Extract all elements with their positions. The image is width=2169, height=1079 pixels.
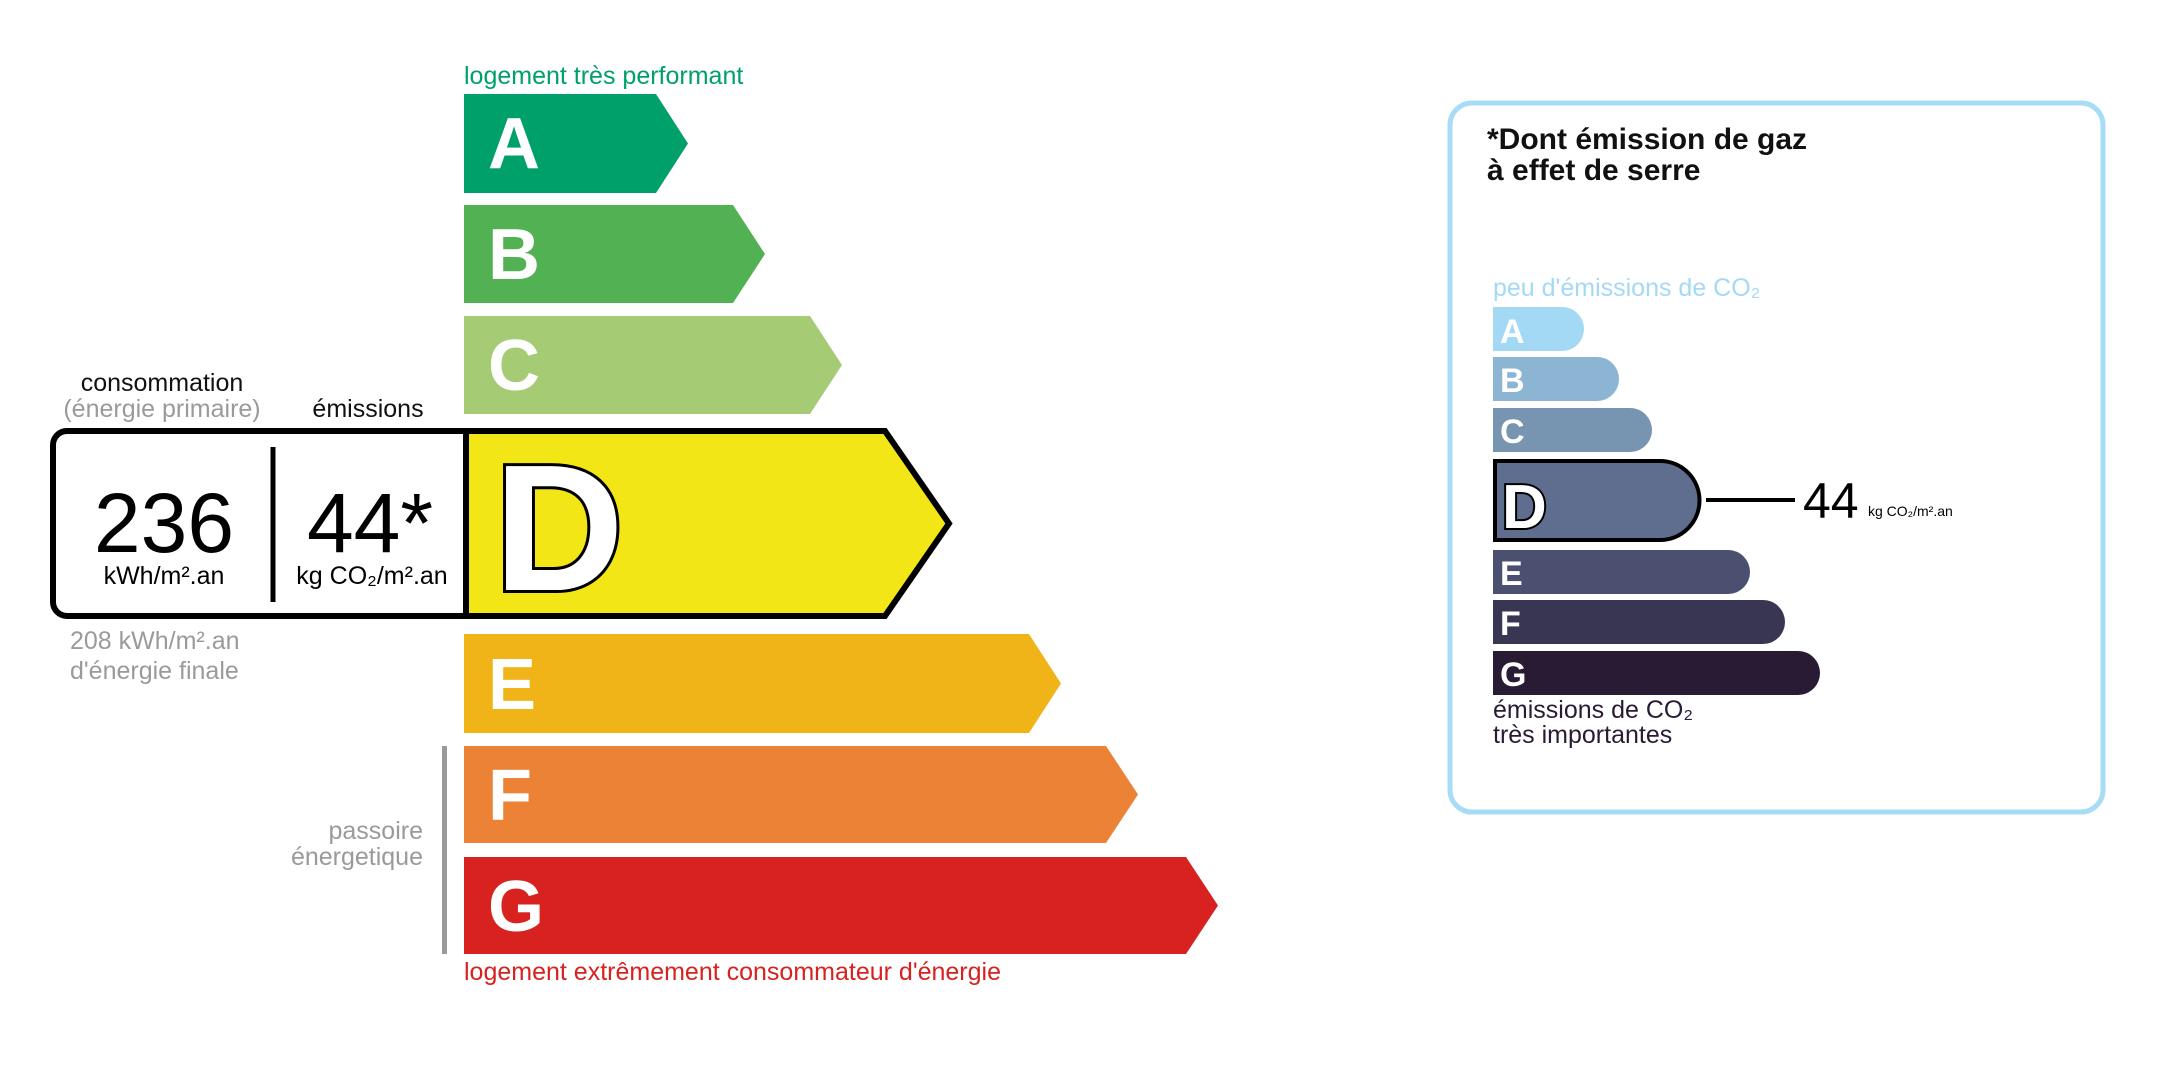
energy-bar-a: [464, 94, 688, 193]
current-ges-class: D 44 kg CO₂/m².an: [1493, 459, 1953, 544]
ges-bar-g: [1493, 651, 1820, 695]
passoire-label-1: passoire: [329, 817, 424, 845]
energy-letter-f: F: [488, 756, 532, 836]
energy-bar-e: [464, 634, 1061, 733]
ges-bar-f: [1493, 600, 1785, 644]
emissions-value: 44*: [307, 476, 433, 570]
final-energy-label: d'énergie finale: [70, 657, 239, 685]
energy-letter-c: C: [488, 326, 540, 406]
energy-bar-f: [464, 746, 1138, 843]
energy-letter-b: B: [488, 215, 540, 295]
ges-bar-a: [1493, 307, 1584, 351]
energy-letter-d: D: [494, 428, 624, 629]
ges-top-label: peu d'émissions de CO₂: [1493, 274, 1760, 302]
energy-bar-d: [463, 428, 953, 619]
ges-letter-d: D: [1502, 473, 1547, 542]
ges-bottom-label-2: très importantes: [1493, 721, 1672, 749]
ges-bar-d: [1493, 459, 1702, 542]
ges-bar-c: [1493, 408, 1652, 452]
consumption-label: consommation: [81, 369, 244, 397]
ges-bar-e: [1493, 550, 1750, 594]
consumption-value: 236: [94, 476, 234, 570]
emissions-label: émissions: [312, 395, 423, 423]
ges-bar-b: [1493, 357, 1619, 401]
energy-letter-g: G: [488, 867, 544, 947]
energy-top-label: logement très performant: [464, 62, 743, 90]
ges-panel: *Dont émission de gaz à effet de serre p…: [1447, 100, 2106, 815]
energy-bar-g: [464, 857, 1218, 954]
ges-letter-g: G: [1500, 656, 1526, 694]
final-energy-value: 208 kWh/m².an: [70, 627, 240, 655]
ges-title-2: à effet de serre: [1487, 154, 1700, 187]
ges-letter-f: F: [1500, 605, 1521, 643]
emissions-unit: kg CO₂/m².an: [296, 562, 447, 590]
passoire-label-2: énergetique: [291, 843, 423, 871]
energy-letter-a: A: [488, 104, 540, 184]
consumption-sublabel: (énergie primaire): [63, 395, 260, 423]
energy-bar-b: [464, 205, 765, 303]
ges-value: 44: [1803, 473, 1859, 529]
ges-letter-a: A: [1500, 313, 1525, 351]
ges-letter-c: C: [1500, 413, 1525, 451]
ges-letter-e: E: [1500, 555, 1523, 593]
energy-letter-e: E: [488, 645, 536, 725]
ges-bottom-label-1: émissions de CO₂: [1493, 696, 1693, 724]
ges-letter-b: B: [1500, 362, 1525, 400]
current-energy-class: 236 kWh/m².an 44* kg CO₂/m².an D: [50, 425, 953, 632]
energy-bottom-label: logement extrêmement consommateur d'éner…: [464, 958, 1001, 986]
consumption-unit: kWh/m².an: [104, 562, 225, 590]
energy-bar-c: [464, 316, 842, 414]
energy-scale: logement très performant A B C consommat…: [50, 62, 1218, 986]
ges-title-1: *Dont émission de gaz: [1487, 123, 1807, 156]
passoire-bracket: [442, 746, 447, 954]
ges-unit: kg CO₂/m².an: [1868, 503, 1953, 519]
